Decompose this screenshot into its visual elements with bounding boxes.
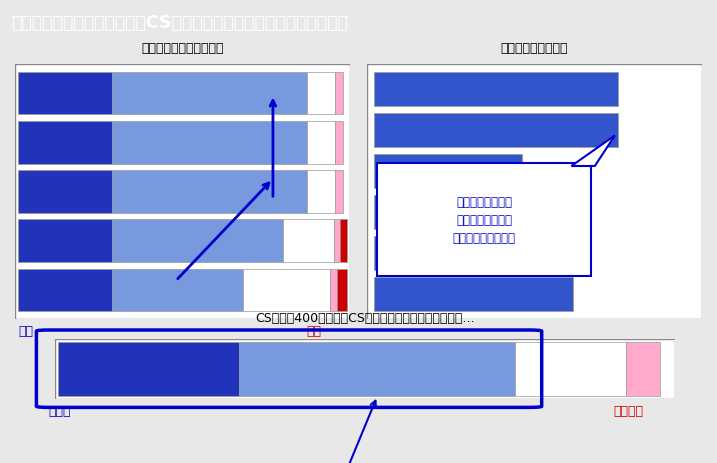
Bar [19, 269, 112, 312]
Bar [308, 171, 335, 213]
Text: 不満: 不満 [306, 325, 321, 338]
Bar [112, 122, 308, 164]
Text: 市場や顧客が変化し、従来のCSの考え方を変える必要性がある企業も: 市場や顧客が変化し、従来のCSの考え方を変える必要性がある企業も [11, 14, 348, 32]
Bar [308, 122, 335, 164]
FancyBboxPatch shape [377, 164, 592, 276]
Text: 感じない: 感じない [613, 404, 643, 417]
Text: 満足を高めても、
今後の市場拡大が
見込めないケースも: 満足を高めても、 今後の市場拡大が 見込めないケースも [452, 196, 516, 244]
Bar [335, 171, 343, 213]
Text: 満足: 満足 [19, 325, 34, 338]
Bar [626, 342, 660, 396]
Bar [282, 220, 333, 263]
Bar [112, 220, 282, 263]
Bar [19, 73, 112, 115]
Bar [239, 342, 516, 396]
Bar [112, 171, 308, 213]
Bar [112, 73, 308, 115]
Bar [374, 237, 547, 271]
Bar [19, 171, 112, 213]
Text: 成果が期待しにくい: 成果が期待しにくい [500, 42, 569, 55]
Bar [374, 73, 618, 106]
Bar [331, 269, 337, 312]
Bar [374, 277, 573, 312]
Text: 感じる: 感じる [49, 404, 71, 417]
Bar [58, 342, 239, 396]
Polygon shape [571, 136, 615, 167]
Bar [374, 195, 573, 230]
Bar [19, 122, 112, 164]
Bar [374, 155, 522, 188]
Bar [335, 122, 343, 164]
Bar [335, 73, 343, 115]
Bar [308, 73, 335, 115]
Bar [19, 220, 112, 263]
Bar [337, 269, 346, 312]
Bar [374, 113, 618, 148]
Bar [516, 342, 626, 396]
Bar [333, 220, 340, 263]
Text: 評価・満足度の高止まり: 評価・満足度の高止まり [141, 42, 224, 55]
Text: CS担当者400人に、「CSの考え方」について尋ねると…: CS担当者400人に、「CSの考え方」について尋ねると… [255, 311, 475, 324]
Bar [340, 220, 346, 263]
Bar [112, 269, 243, 312]
Bar [243, 269, 331, 312]
